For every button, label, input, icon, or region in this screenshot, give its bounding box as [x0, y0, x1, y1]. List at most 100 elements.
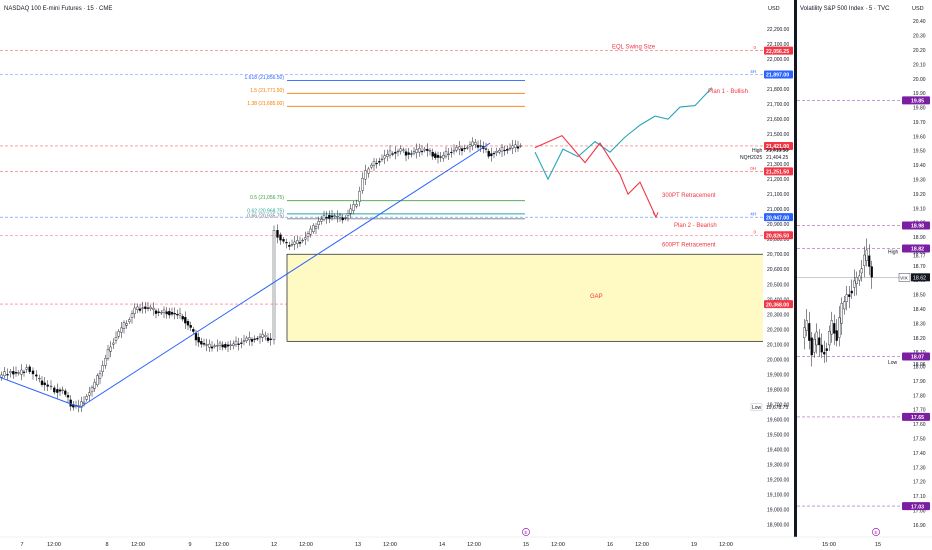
candle-body	[269, 338, 272, 341]
candle-body	[434, 153, 437, 159]
plan2-path	[534, 134, 657, 218]
y-tick-label: 19,000.00	[767, 507, 789, 513]
candle-body	[6, 374, 9, 376]
candle-body	[216, 345, 219, 347]
candle-body	[120, 327, 123, 333]
y-tick-label: 17.10	[913, 494, 926, 500]
y-tick-label: 20.20	[913, 48, 926, 54]
y-tick-label: 19,500.00	[767, 432, 789, 438]
y-tick-label: 22,000.00	[767, 57, 789, 63]
candle-body	[426, 148, 429, 151]
candle-body	[428, 150, 432, 152]
candle-body	[56, 389, 59, 393]
y-tick-label: 19.20	[913, 192, 926, 198]
candle-body	[304, 237, 307, 240]
candle-body	[431, 151, 434, 157]
vix-price-axis[interactable]: USD 20.4020.3020.2020.1020.0019.9019.801…	[888, 0, 932, 537]
vix-candle-body	[843, 301, 846, 310]
candle-body	[253, 338, 256, 340]
candle-body	[372, 161, 376, 166]
vix-high-label: High	[888, 250, 899, 256]
candle-body	[460, 148, 464, 152]
y-tick-label: 21,800.00	[767, 87, 789, 93]
candle-body	[224, 344, 227, 348]
candle-body	[53, 387, 56, 393]
candle-body	[330, 215, 334, 218]
y-tick-label: 20.30	[913, 34, 926, 40]
high-value: 21,419.50	[766, 148, 788, 154]
candle-body	[28, 366, 31, 372]
candle-body	[407, 152, 410, 155]
y-tick-label: 22,100.00	[767, 42, 789, 48]
vix-last-label: VIX	[900, 275, 909, 281]
low-label: Low	[752, 405, 762, 411]
y-tick-label: 20.00	[913, 77, 926, 83]
y-tick-label: 20,300.00	[767, 312, 789, 318]
y-tick-label: 17.60	[913, 422, 926, 428]
candle-body	[322, 215, 326, 220]
candle-body	[22, 371, 26, 373]
y-tick-label: 19,600.00	[767, 417, 789, 423]
plan2-arrow	[652, 211, 659, 219]
candle-body	[17, 372, 20, 374]
y-tick-label: 20.10	[913, 62, 926, 68]
y-tick-label: 19,400.00	[767, 447, 789, 453]
candle-body	[396, 150, 400, 153]
price-badge	[764, 231, 793, 240]
y-tick-label: 18.20	[913, 336, 926, 342]
candle-body	[210, 346, 214, 349]
level-tag: 4H	[750, 69, 756, 74]
candle-body	[256, 338, 259, 340]
candle-body	[61, 389, 64, 391]
x-tick-label: 12:00	[215, 542, 229, 548]
candle-body	[58, 389, 62, 392]
candle-body	[349, 208, 352, 214]
candle-body	[14, 372, 18, 374]
candle-body	[9, 371, 12, 374]
x-tick-label: 16	[607, 542, 613, 548]
y-tick-label: 19.50	[913, 149, 926, 155]
candle-body	[447, 153, 450, 155]
trend-line	[0, 376, 81, 408]
candle-body	[455, 147, 458, 151]
time-axis[interactable]: 7 12:00 8 12:00 9 12:00 12 12:00 13 12:00 14 12:00 1…	[0, 528, 932, 550]
candle-body	[181, 316, 184, 320]
y-tick-label: 17.70	[913, 408, 926, 414]
nasdaq-price-axis[interactable]: USD 22,200.0022,100.0022,000.0021,900.00…	[740, 0, 794, 537]
x-tick-label: 15	[523, 542, 529, 548]
vix-candle-body	[815, 331, 818, 346]
vix-candle-body	[808, 323, 811, 341]
price-badge-label: 20,947.00	[766, 215, 789, 221]
candle-body	[444, 151, 448, 157]
vix-badge-label: 17.03	[911, 504, 924, 510]
y-tick-label: 20,100.00	[767, 342, 789, 348]
y-tick-label: 19,200.00	[767, 477, 789, 483]
y-tick-label: 19.30	[913, 177, 926, 183]
y-tick-label: 20,000.00	[767, 357, 789, 363]
x-tick-label: 12:00	[47, 542, 61, 548]
y-tick-label: 21,200.00	[767, 177, 789, 183]
candle-body	[333, 215, 336, 217]
y-tick-label: 17.40	[913, 451, 926, 457]
x-tick-label: 12	[271, 542, 277, 548]
x-tick-label: 19	[691, 542, 697, 548]
x-tick-label: 13	[355, 542, 361, 548]
price-badge-label: 20,826.50	[766, 233, 789, 239]
vix-candle-body	[825, 348, 828, 351]
panel-divider[interactable]	[794, 0, 797, 550]
candle-body	[508, 147, 512, 150]
candle-body	[248, 337, 251, 341]
candle-body	[88, 392, 91, 396]
candle-body	[66, 395, 70, 398]
candle-body	[31, 370, 35, 375]
candle-body	[301, 239, 304, 242]
candle-body	[320, 218, 323, 222]
candle-body	[412, 151, 416, 154]
candle-body	[0, 374, 3, 378]
y-tick-label: 17.30	[913, 465, 926, 471]
vix-candle-body	[828, 331, 831, 346]
candle-body	[272, 230, 276, 341]
candle-body	[511, 145, 514, 149]
candle-body	[138, 308, 142, 311]
vix-candle-body	[803, 327, 806, 338]
